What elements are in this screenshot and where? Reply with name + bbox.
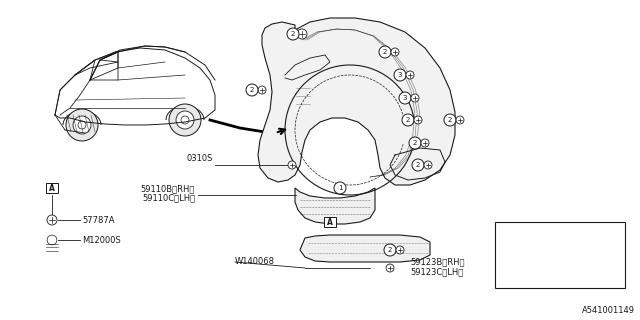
Circle shape <box>406 71 414 79</box>
Text: N950002: N950002 <box>528 273 569 282</box>
Circle shape <box>384 244 396 256</box>
Circle shape <box>169 104 201 136</box>
Circle shape <box>258 86 266 94</box>
Text: 0310S: 0310S <box>187 154 213 163</box>
Text: 3: 3 <box>403 95 407 101</box>
Text: W140065: W140065 <box>528 251 572 260</box>
Circle shape <box>47 215 57 225</box>
Circle shape <box>501 269 517 285</box>
Circle shape <box>394 69 406 81</box>
Text: 59110B〈RH〉: 59110B〈RH〉 <box>141 184 195 193</box>
Text: 45687: 45687 <box>528 228 557 237</box>
Circle shape <box>409 137 421 149</box>
Text: 1: 1 <box>507 228 511 237</box>
Circle shape <box>456 116 464 124</box>
Text: 2: 2 <box>291 31 295 37</box>
FancyBboxPatch shape <box>324 217 336 228</box>
Text: 2: 2 <box>250 87 254 93</box>
Polygon shape <box>295 188 375 224</box>
Circle shape <box>411 94 419 102</box>
Text: M12000S: M12000S <box>82 236 121 244</box>
Circle shape <box>176 111 194 129</box>
Text: 59123C〈LH〉: 59123C〈LH〉 <box>410 268 463 276</box>
Circle shape <box>414 116 422 124</box>
Circle shape <box>287 28 299 40</box>
Text: 2: 2 <box>507 251 511 260</box>
Text: 59110C〈LH〉: 59110C〈LH〉 <box>142 193 195 202</box>
Circle shape <box>501 225 517 241</box>
Text: 59123B〈RH〉: 59123B〈RH〉 <box>410 258 465 267</box>
Text: W140068: W140068 <box>235 258 275 267</box>
Circle shape <box>412 159 424 171</box>
Circle shape <box>421 139 429 147</box>
Text: 2: 2 <box>413 140 417 146</box>
Text: 57787A: 57787A <box>82 215 115 225</box>
Text: A: A <box>327 218 333 227</box>
Circle shape <box>396 246 404 254</box>
Circle shape <box>402 114 414 126</box>
Polygon shape <box>300 235 430 262</box>
Text: A: A <box>49 183 55 193</box>
Text: 2: 2 <box>388 247 392 253</box>
Circle shape <box>424 161 432 169</box>
Bar <box>495 222 625 288</box>
Text: 3: 3 <box>397 72 403 78</box>
Circle shape <box>391 48 399 56</box>
Circle shape <box>501 247 517 263</box>
Circle shape <box>386 264 394 272</box>
Text: 2: 2 <box>448 117 452 123</box>
Circle shape <box>73 116 91 134</box>
Polygon shape <box>258 18 455 185</box>
Text: 2: 2 <box>416 162 420 168</box>
Circle shape <box>66 109 98 141</box>
Circle shape <box>334 182 346 194</box>
Text: 3: 3 <box>507 273 511 282</box>
Text: 2: 2 <box>406 117 410 123</box>
Text: 2: 2 <box>383 49 387 55</box>
Circle shape <box>47 235 57 245</box>
Circle shape <box>399 92 411 104</box>
FancyBboxPatch shape <box>46 183 58 193</box>
Circle shape <box>297 29 307 39</box>
Text: 1: 1 <box>338 185 342 191</box>
Text: A541001149: A541001149 <box>582 306 635 315</box>
Circle shape <box>288 161 296 169</box>
Circle shape <box>379 46 391 58</box>
Circle shape <box>246 84 258 96</box>
Circle shape <box>444 114 456 126</box>
